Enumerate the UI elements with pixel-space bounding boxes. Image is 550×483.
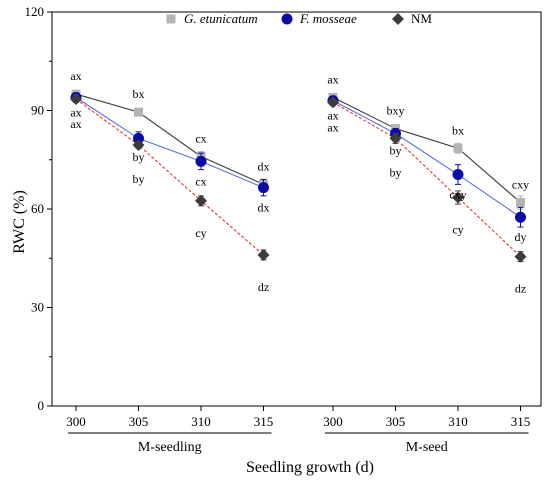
axes: 0 30 60 90 120 300 305 310 315 M-seedling 300 305 31…: [25, 4, 542, 455]
data-point: [516, 197, 525, 207]
significance-letter: bx: [452, 123, 464, 137]
significance-letters: axaxaxbxbybycxcxcydxdxdzaxaxaxbxybybybxc…: [70, 69, 529, 296]
significance-letter: dx: [258, 201, 270, 215]
data-point: [327, 96, 339, 109]
series-lines: [75, 93, 521, 258]
legend-label: F. mosseae: [299, 11, 357, 26]
significance-letter: cxy: [512, 177, 529, 191]
series-line: [75, 98, 264, 256]
series-line: [332, 100, 521, 218]
significance-letter: bx: [133, 87, 145, 101]
significance-letter: ax: [327, 72, 338, 86]
data-point: [257, 248, 270, 261]
data-point: [195, 155, 207, 167]
significance-letter: bxy: [387, 104, 405, 118]
data-point: [452, 169, 464, 181]
data-point: [389, 132, 402, 145]
data-point: [514, 250, 527, 263]
legend: G. etunicatum F. mosseae NM: [166, 11, 432, 26]
significance-letter: cx: [195, 174, 206, 188]
x-tick-label: 315: [254, 414, 274, 429]
series-markers: [70, 89, 527, 263]
y-axis-title: RWC (%): [11, 190, 28, 254]
data-point: [452, 191, 464, 204]
significance-letter: ax: [327, 120, 338, 134]
series-line: [332, 96, 521, 203]
y-tick-label: 120: [25, 4, 45, 19]
legend-marker: [392, 13, 404, 25]
y-tick-label: 30: [31, 300, 44, 315]
data-point: [132, 138, 145, 151]
legend-label: NM: [411, 11, 432, 26]
significance-letter: cy: [195, 226, 206, 240]
significance-letter: by: [390, 165, 402, 179]
significance-letter: by: [133, 150, 145, 164]
plot-frame: [51, 11, 542, 407]
y-tick-label: 90: [31, 103, 44, 118]
significance-letter: cx: [195, 131, 206, 145]
x-axis-title: Seedling growth (d): [246, 459, 374, 476]
data-point: [453, 143, 463, 153]
significance-letter: dy: [515, 230, 527, 244]
group-label: M-seed: [406, 440, 448, 455]
significance-letter: ax: [327, 109, 338, 123]
x-tick-label: 305: [386, 414, 406, 429]
x-tick-label: 315: [511, 414, 531, 429]
series-line: [75, 93, 264, 185]
legend-marker: [166, 14, 176, 24]
legend-marker: [281, 13, 293, 25]
x-tick-label: 300: [66, 414, 86, 429]
legend-label: G. etunicatum: [184, 11, 258, 26]
data-point: [258, 182, 269, 194]
x-tick-label: 310: [191, 414, 211, 429]
significance-letter: by: [133, 172, 145, 186]
significance-letter: dz: [515, 282, 526, 296]
series-line: [332, 101, 521, 258]
significance-letter: dx: [258, 159, 270, 173]
data-point: [134, 107, 143, 117]
significance-letter: cxy: [449, 188, 466, 202]
significance-letter: dz: [258, 280, 269, 294]
data-point: [70, 93, 82, 106]
y-tick-label: 0: [38, 398, 45, 413]
significance-letter: ax: [70, 69, 81, 83]
significance-letter: ax: [70, 105, 81, 119]
data-point: [133, 132, 144, 144]
x-tick-label: 310: [448, 414, 468, 429]
x-tick-label: 300: [323, 414, 343, 429]
data-point: [515, 211, 526, 223]
group-label: M-seedling: [138, 440, 202, 455]
data-point: [195, 194, 207, 207]
series-line: [75, 96, 264, 189]
significance-letter: by: [390, 143, 402, 157]
significance-letter: cy: [452, 223, 463, 237]
significance-letter: ax: [70, 117, 81, 131]
y-tick-label: 60: [31, 201, 44, 216]
x-tick-label: 305: [129, 414, 149, 429]
